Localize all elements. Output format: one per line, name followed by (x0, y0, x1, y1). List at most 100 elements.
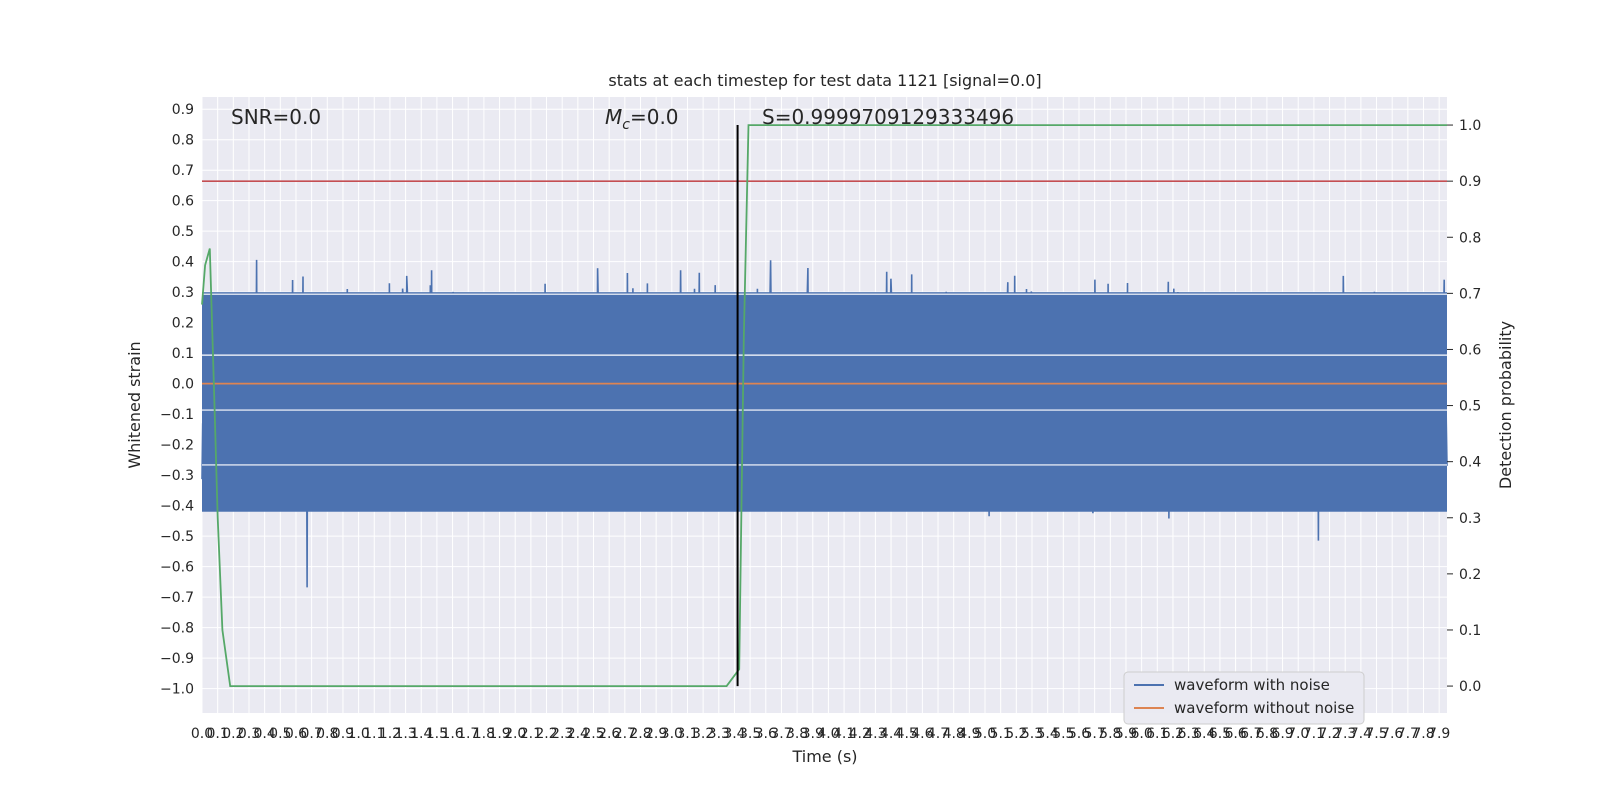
x-tick-42: 4.2 (849, 726, 871, 742)
mc-annotation: Mc=0.0 (605, 105, 679, 133)
x-tick-54: 5.4 (1037, 726, 1059, 742)
y-tick-19: −1.0 (160, 682, 194, 698)
x-tick-2: 0.2 (222, 726, 244, 742)
x-tick-0: 0.0 (191, 726, 213, 742)
y-tick-6: 0.3 (172, 285, 194, 301)
y2-tick-1: 0.9 (1459, 174, 1481, 190)
x-tick-63: 6.3 (1177, 726, 1199, 742)
y2-tick-2: 0.8 (1459, 230, 1481, 246)
mc-value: =0.0 (630, 105, 679, 129)
x-tick-40: 4.0 (817, 726, 839, 742)
y-tick-10: −0.1 (160, 407, 194, 423)
x-tick-11: 1.1 (363, 726, 385, 742)
s-annotation: S=0.9999709129333496 (762, 105, 1014, 129)
y-tick-8: 0.1 (172, 346, 194, 362)
y2-axis-ticks: 1.0 0.9 0.8 0.7 0.6 0.5 0.4 0.3 0.2 0.1 0.0 (1447, 118, 1481, 695)
x-tick-28: 2.8 (629, 726, 651, 742)
y-tick-13: −0.4 (160, 499, 194, 515)
y-tick-14: −0.5 (160, 529, 194, 545)
y-tick-4: 0.5 (172, 224, 194, 240)
x-tick-51: 5.1 (990, 726, 1012, 742)
x-tick-33: 3.3 (708, 726, 730, 742)
x-tick-46: 4.6 (911, 726, 933, 742)
y-tick-9: 0.0 (172, 377, 194, 393)
x-tick-75: 7.5 (1365, 726, 1387, 742)
x-tick-35: 3.5 (739, 726, 761, 742)
chart-title: stats at each timestep for test data 112… (608, 71, 1041, 90)
mc-symbol: M (605, 105, 622, 129)
x-tick-76: 7.6 (1381, 726, 1403, 742)
x-tick-7: 0.7 (300, 726, 322, 742)
x-tick-62: 6.2 (1162, 726, 1184, 742)
x-tick-22: 2.2 (535, 726, 557, 742)
x-tick-65: 6.5 (1209, 726, 1231, 742)
x-tick-44: 4.4 (880, 726, 902, 742)
series-lines (201, 124, 1447, 687)
y2-tick-9: 0.1 (1459, 623, 1481, 639)
y-tick-11: −0.2 (160, 438, 194, 454)
x-tick-1: 0.1 (207, 726, 229, 742)
x-tick-17: 1.7 (457, 726, 479, 742)
legend-label-clean: waveform without noise (1174, 699, 1354, 717)
x-tick-43: 4.3 (864, 726, 886, 742)
x-tick-52: 5.2 (1005, 726, 1027, 742)
y-axis-ticks: 0.9 0.8 0.7 0.6 0.5 0.4 0.3 0.2 0.1 0.0 −0.1 −0.2 −0… (160, 102, 194, 697)
x-tick-39: 3.9 (802, 726, 824, 742)
x-tick-15: 1.5 (426, 726, 448, 742)
x-tick-61: 6.1 (1146, 726, 1168, 742)
x-tick-4: 0.4 (254, 726, 276, 742)
legend-label-noise: waveform with noise (1174, 676, 1330, 694)
x-tick-77: 7.7 (1397, 726, 1419, 742)
x-tick-29: 2.9 (645, 726, 667, 742)
x-tick-41: 4.1 (833, 726, 855, 742)
y-tick-0: 0.9 (172, 102, 194, 118)
x-tick-38: 3.8 (786, 726, 808, 742)
x-tick-26: 2.6 (598, 726, 620, 742)
x-tick-79: 7.9 (1428, 726, 1450, 742)
x-tick-59: 5.9 (1115, 726, 1137, 742)
x-tick-48: 4.8 (943, 726, 965, 742)
y2-axis-label: Detection probability (1496, 321, 1515, 489)
x-tick-66: 6.6 (1224, 726, 1246, 742)
x-tick-13: 1.3 (394, 726, 416, 742)
x-tick-67: 6.7 (1240, 726, 1262, 742)
x-tick-30: 3.0 (661, 726, 683, 742)
x-tick-5: 0.5 (269, 726, 291, 742)
y2-tick-10: 0.0 (1459, 679, 1481, 695)
x-tick-73: 7.3 (1334, 726, 1356, 742)
x-tick-24: 2.4 (567, 726, 589, 742)
x-tick-12: 1.2 (379, 726, 401, 742)
x-tick-8: 0.8 (316, 726, 338, 742)
x-tick-9: 0.9 (332, 726, 354, 742)
x-tick-21: 2.1 (520, 726, 542, 742)
x-tick-60: 6.0 (1130, 726, 1152, 742)
snr-annotation: SNR=0.0 (231, 105, 321, 129)
x-tick-31: 3.1 (676, 726, 698, 742)
x-tick-50: 5.0 (974, 726, 996, 742)
x-tick-58: 5.8 (1099, 726, 1121, 742)
y2-tick-4: 0.6 (1459, 342, 1481, 358)
legend-box (1123, 671, 1365, 725)
x-tick-34: 3.4 (723, 726, 745, 742)
x-axis-ticks: 0.00.10.20.30.40.50.60.70.80.91.01.11.21… (191, 726, 1450, 742)
x-tick-45: 4.5 (896, 726, 918, 742)
x-tick-32: 3.2 (692, 726, 714, 742)
y2-tick-3: 0.7 (1459, 286, 1481, 302)
x-tick-69: 6.9 (1271, 726, 1293, 742)
x-tick-20: 2.0 (504, 726, 526, 742)
x-tick-53: 5.3 (1021, 726, 1043, 742)
y2-tick-8: 0.2 (1459, 567, 1481, 583)
y-axis-label: Whitened strain (125, 341, 144, 468)
x-tick-74: 7.4 (1350, 726, 1372, 742)
y-tick-7: 0.2 (172, 316, 194, 332)
x-tick-27: 2.7 (614, 726, 636, 742)
grid-overlay (202, 293, 1447, 466)
y-tick-15: −0.6 (160, 560, 194, 576)
x-tick-78: 7.8 (1412, 726, 1434, 742)
y2-tick-7: 0.3 (1459, 511, 1481, 527)
y2-tick-6: 0.4 (1459, 455, 1481, 471)
y-tick-16: −0.7 (160, 590, 194, 606)
x-axis-label: Time (s) (791, 747, 857, 766)
y-tick-18: −0.9 (160, 651, 194, 667)
